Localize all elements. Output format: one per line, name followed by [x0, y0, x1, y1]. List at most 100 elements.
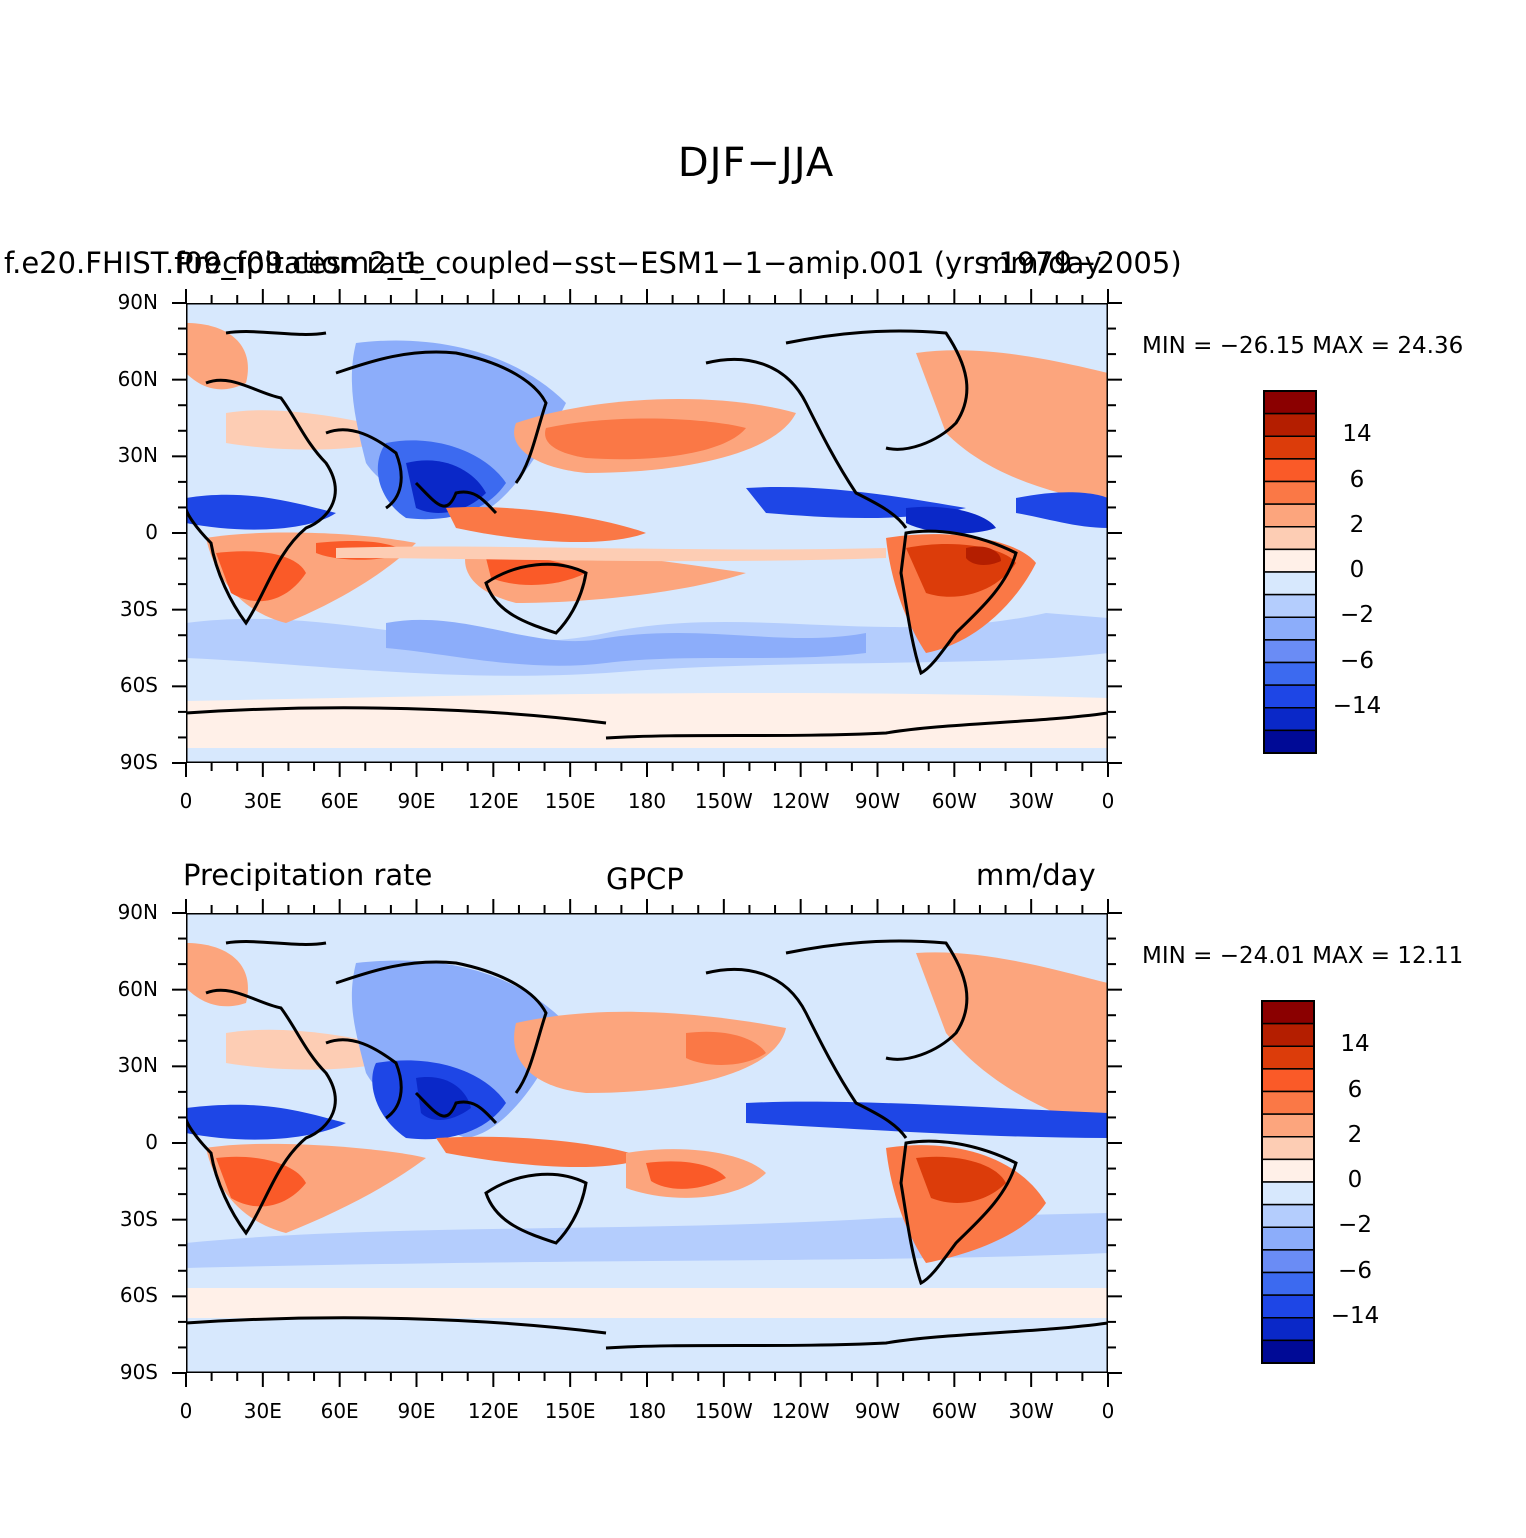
colorbar-swatch [1261, 1090, 1315, 1115]
main-title: DJF−JJA [677, 140, 835, 186]
colorbar-swatch [1261, 1226, 1315, 1251]
lon-tick-label: 60E [320, 1399, 359, 1423]
panel1-center-title: Precipitation rate [176, 246, 426, 280]
lon-tick-label: 120E [467, 789, 519, 813]
lon-tick-label: 0 [179, 789, 193, 813]
lat-tick-label: 60N [117, 976, 158, 1001]
lon-tick-label: 90W [854, 789, 901, 813]
lon-tick-label: 180 [627, 789, 667, 813]
lon-tick-label: 60E [320, 789, 359, 813]
lon-tick-label: 150W [694, 1399, 753, 1423]
lon-tick-label: 180 [627, 1399, 667, 1423]
lat-tick-label: 30S [119, 596, 158, 621]
lat-tick-label: 90N [117, 290, 158, 314]
colorbar-swatch [1261, 1000, 1315, 1025]
colorbar-swatch [1263, 684, 1317, 709]
colorbar-swatch [1263, 707, 1317, 732]
panel2-min-max: MIN = −24.01 MAX = 12.11 [1142, 943, 1464, 969]
panel1-right-title: mm/day [982, 246, 1102, 280]
lon-tick-label: 150W [694, 789, 753, 813]
colorbar-swatch [1261, 1158, 1315, 1183]
lat-tick-label: 30N [117, 1053, 158, 1078]
lat-tick-label: 60S [119, 673, 158, 698]
colorbar-swatch [1261, 1181, 1315, 1206]
colorbar-swatch [1263, 412, 1317, 437]
lon-tick-label: 90E [397, 789, 436, 813]
panel2-map [186, 913, 1108, 1373]
colorbar-swatch [1261, 1249, 1315, 1274]
colorbar-swatch [1261, 1317, 1315, 1342]
colorbar-label: −14 [1332, 692, 1382, 719]
colorbar-swatch [1261, 1339, 1315, 1364]
lat-tick-label: 90S [119, 750, 158, 774]
colorbar-label: 6 [1347, 1076, 1363, 1103]
colorbar-label: 2 [1349, 511, 1365, 538]
lat-tick-label: 60S [119, 1283, 158, 1308]
colorbar-label: −2 [1340, 602, 1374, 629]
colorbar-swatch [1263, 458, 1317, 483]
lon-tick-label: 150E [544, 1399, 596, 1423]
panel1-min-max: MIN = −26.15 MAX = 24.36 [1142, 333, 1464, 359]
colorbar-label: −14 [1330, 1302, 1380, 1329]
panel1-left-title: f.e20.FHIST.f09_f09.cesm2_1_coupled−sst−… [4, 246, 1182, 280]
panel1-map [186, 303, 1108, 763]
lon-tick-label: 0 [179, 1399, 193, 1423]
lat-tick-label: 90N [117, 900, 158, 924]
lon-tick-label: 30E [243, 789, 282, 813]
colorbar-swatch [1263, 548, 1317, 573]
colorbar-outline [1261, 1000, 1315, 1364]
lon-tick-label: 30E [243, 1399, 282, 1423]
colorbar-label: −6 [1340, 647, 1374, 674]
colorbar-swatch [1261, 1271, 1315, 1296]
lat-tick-label: 30N [117, 443, 158, 468]
colorbar-label: 14 [1342, 421, 1372, 448]
lon-tick-label: 30W [1008, 789, 1054, 813]
lon-tick-label: 90E [397, 1399, 436, 1423]
colorbar-label: 6 [1349, 466, 1365, 493]
lat-tick-label: 60N [117, 366, 158, 391]
lon-tick-label: 60W [931, 1399, 977, 1423]
colorbar-swatch [1263, 571, 1317, 596]
lon-tick-label: 120W [771, 1399, 830, 1423]
colorbar-swatch [1261, 1203, 1315, 1228]
lat-tick-label: 0 [145, 520, 158, 544]
colorbar-outline [1263, 390, 1317, 754]
lon-tick-label: 120W [771, 789, 830, 813]
colorbar-swatch [1261, 1113, 1315, 1138]
colorbar-label: 0 [1347, 1167, 1363, 1193]
colorbar-label: −2 [1338, 1212, 1372, 1239]
colorbar-label: 0 [1349, 557, 1365, 583]
colorbar-swatch [1263, 480, 1317, 505]
lon-tick-label: 150E [544, 789, 596, 813]
colorbars [1261, 390, 1317, 1364]
colorbar-swatch [1263, 526, 1317, 551]
panel2-right-title: mm/day [976, 858, 1096, 892]
lon-tick-label: 60W [931, 789, 977, 813]
colorbar-swatch [1261, 1068, 1315, 1093]
colorbar-label: 14 [1340, 1031, 1370, 1058]
lat-tick-label: 90S [119, 1360, 158, 1384]
panel2-left-title: Precipitation rate [183, 858, 433, 892]
colorbar-swatch [1261, 1294, 1315, 1319]
colorbar-swatch [1263, 616, 1317, 641]
lon-tick-label: 0 [1101, 789, 1115, 813]
map-axes [172, 289, 1122, 1387]
colorbar-swatch [1263, 729, 1317, 754]
colorbar-label: −6 [1338, 1257, 1372, 1284]
panel2-center-title: GPCP [606, 862, 684, 896]
lon-tick-label: 90W [854, 1399, 901, 1423]
lat-tick-label: 30S [119, 1206, 158, 1231]
colorbar-swatch [1263, 639, 1317, 664]
colorbar-label: 2 [1347, 1121, 1363, 1148]
lon-tick-label: 120E [467, 1399, 519, 1423]
colorbar-swatch [1263, 593, 1317, 618]
colorbar-swatch [1263, 503, 1317, 528]
lon-tick-label: 30W [1008, 1399, 1054, 1423]
colorbar-swatch [1263, 435, 1317, 460]
colorbar-swatch [1261, 1022, 1315, 1047]
lon-tick-label: 0 [1101, 1399, 1115, 1423]
colorbar-swatch [1261, 1045, 1315, 1070]
colorbar-swatch [1263, 390, 1317, 415]
lat-tick-label: 0 [145, 1130, 158, 1154]
